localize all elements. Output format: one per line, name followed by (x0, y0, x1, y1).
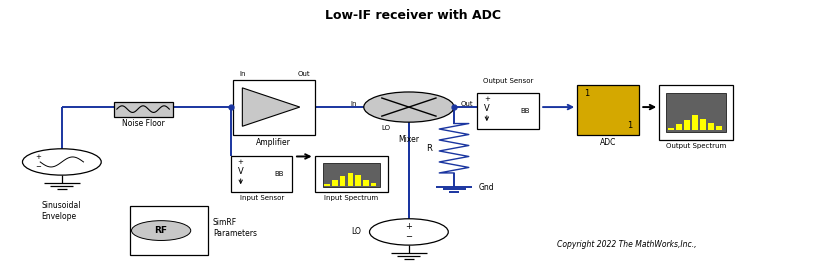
Bar (577, 85, 638, 134)
Circle shape (22, 149, 102, 175)
Bar (113, 102, 173, 117)
Text: Output Sensor: Output Sensor (482, 78, 533, 84)
Text: 1: 1 (584, 89, 589, 98)
Bar (315, 157, 388, 192)
Circle shape (369, 219, 449, 245)
Text: 1: 1 (627, 122, 632, 130)
Text: Gnd: Gnd (478, 183, 494, 192)
Text: BB: BB (274, 171, 283, 177)
Bar (232, 80, 315, 134)
Bar (684, 120, 690, 130)
Text: Copyright 2022 The MathWorks,Inc.,: Copyright 2022 The MathWorks,Inc., (557, 240, 696, 249)
Text: −: − (406, 232, 412, 241)
Bar (348, 173, 354, 186)
Text: Sinusoidal
Envelope: Sinusoidal Envelope (41, 201, 81, 221)
Text: +: + (484, 96, 490, 102)
Bar (676, 124, 682, 130)
Text: SimRF
Parameters: SimRF Parameters (213, 218, 257, 237)
Bar (371, 183, 377, 186)
Bar (666, 93, 726, 132)
Bar (700, 119, 705, 130)
Text: Input Sensor: Input Sensor (240, 195, 284, 201)
Bar (363, 180, 368, 186)
Bar (477, 93, 539, 129)
Bar (659, 85, 733, 140)
Text: ADC: ADC (600, 138, 616, 147)
Bar (130, 206, 208, 255)
Bar (332, 180, 338, 186)
Text: +: + (406, 222, 412, 232)
Text: +: + (238, 159, 244, 165)
Bar (692, 115, 698, 130)
Bar (716, 126, 722, 130)
Text: Low-IF receiver with ADC: Low-IF receiver with ADC (325, 9, 501, 22)
Text: In: In (239, 71, 245, 77)
Bar (708, 123, 714, 130)
Bar (339, 176, 345, 186)
Polygon shape (242, 88, 300, 126)
Text: Out: Out (461, 101, 473, 107)
Text: V: V (238, 167, 244, 176)
Text: LO: LO (351, 227, 361, 236)
Bar (355, 175, 361, 186)
Text: Output Spectrum: Output Spectrum (666, 143, 726, 149)
Text: Noise Floor: Noise Floor (121, 119, 164, 129)
Text: +: + (36, 154, 41, 160)
Text: Out: Out (298, 71, 311, 77)
Bar (668, 128, 674, 130)
Text: Input Spectrum: Input Spectrum (325, 195, 378, 201)
Text: In: In (351, 101, 357, 107)
Circle shape (131, 221, 191, 241)
Bar (230, 157, 292, 192)
Text: BB: BB (520, 108, 529, 114)
Text: Amplifier: Amplifier (256, 138, 291, 147)
Text: RF: RF (154, 226, 168, 235)
Text: R: R (426, 144, 432, 153)
Bar (325, 184, 330, 186)
Bar (323, 162, 380, 187)
Text: V: V (484, 104, 490, 113)
Circle shape (363, 92, 454, 122)
Text: −: − (36, 164, 41, 170)
Text: LO: LO (382, 125, 391, 131)
Text: Mixer: Mixer (398, 135, 420, 144)
